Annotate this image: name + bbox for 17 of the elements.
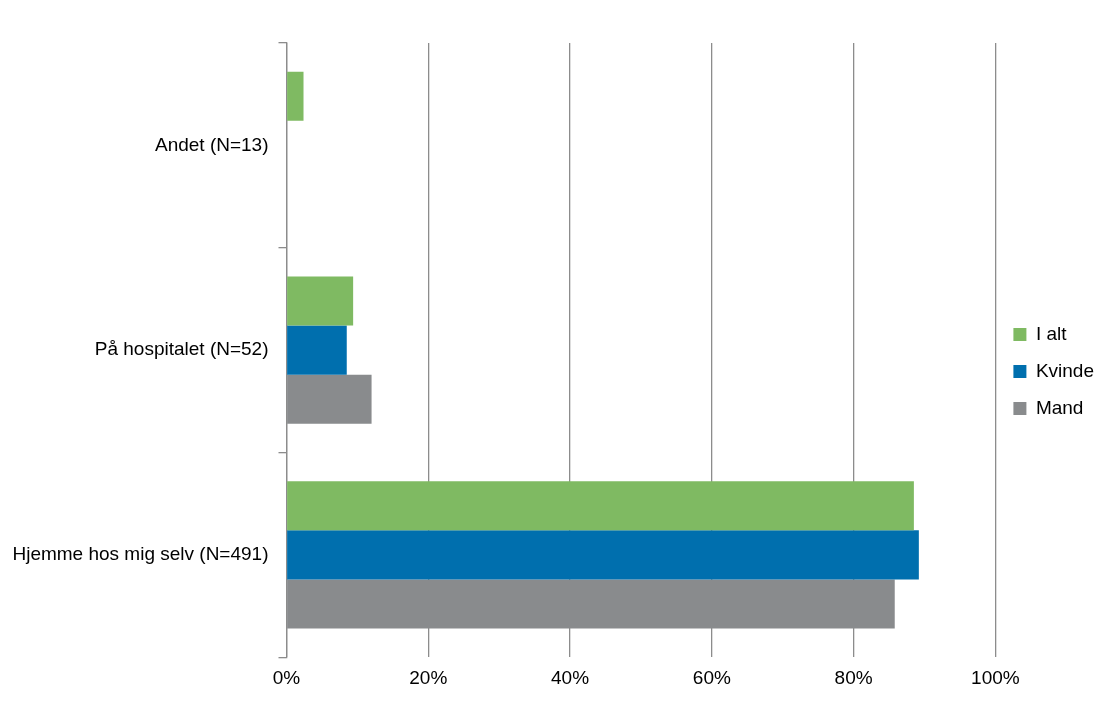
- x-tick-label: 80%: [834, 666, 873, 688]
- x-tick-label: 100%: [971, 666, 1020, 688]
- bar: [287, 481, 914, 531]
- bar: [287, 276, 354, 326]
- bar: [287, 325, 347, 375]
- x-tick-label: 20%: [409, 666, 448, 688]
- x-tick-label: 40%: [551, 666, 590, 688]
- y-tick-label: På hospitalet (N=52): [94, 338, 269, 360]
- bar: [287, 530, 919, 580]
- legend-label: Mand: [1035, 396, 1084, 418]
- legend-label: I alt: [1035, 322, 1068, 344]
- bar: [287, 71, 304, 121]
- y-tick-label: Andet (N=13): [154, 133, 269, 155]
- x-tick-label: 0%: [272, 666, 301, 688]
- x-tick-label: 60%: [692, 666, 731, 688]
- y-tick-label: Hjemme hos mig selv (N=491): [12, 543, 269, 565]
- legend-label: Kvinde: [1035, 359, 1095, 381]
